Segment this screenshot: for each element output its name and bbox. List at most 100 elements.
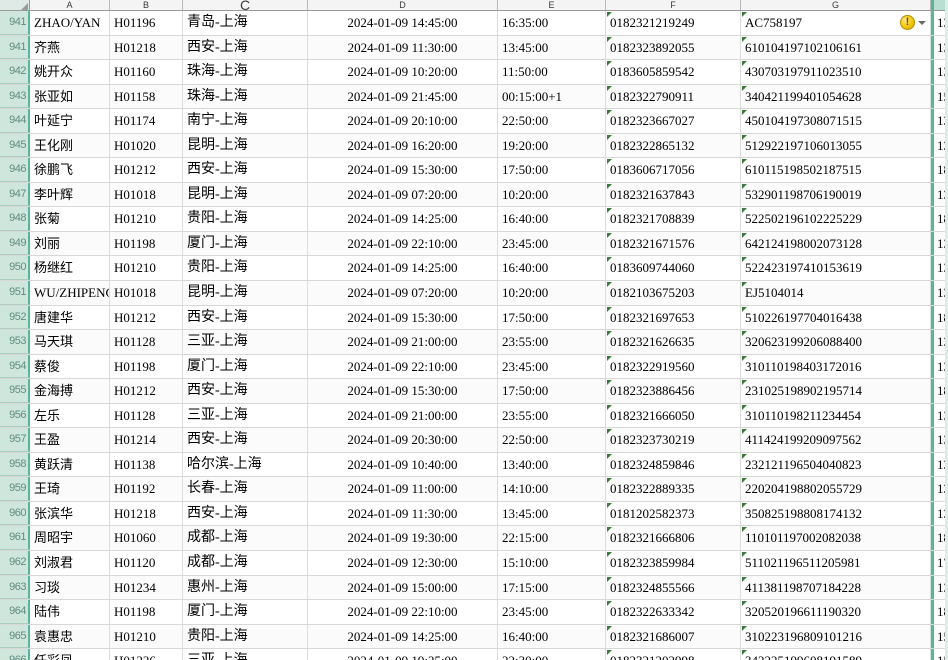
cell-phone[interactable]: 13818390: [931, 354, 948, 379]
cell-arrival-time[interactable]: 22:50:00: [498, 428, 606, 452]
cell-route[interactable]: 贵阳-上海: [183, 207, 308, 231]
cell-phone[interactable]: 13572958: [931, 35, 948, 60]
cell-arrival-time[interactable]: 22:15:00: [498, 526, 606, 551]
cell-flight-no[interactable]: H01212: [110, 305, 183, 330]
cell-id-number[interactable]: 411381198707184228: [741, 575, 931, 600]
error-warning-group[interactable]: !: [900, 15, 926, 30]
cell-departure-datetime[interactable]: 2024-01-09 14:25:00: [308, 256, 498, 281]
cell-ticket-no[interactable]: 0181202582373: [606, 501, 741, 526]
cell-route[interactable]: 厦门-上海: [183, 354, 308, 379]
cell-ticket-no[interactable]: 0182321671576: [606, 231, 741, 256]
cell-route[interactable]: 南宁-上海: [183, 109, 308, 133]
cell-departure-datetime[interactable]: 2024-01-09 07:20:00: [308, 281, 498, 305]
table-row[interactable]: 946 徐鹏飞 H01212 西安-上海 2024-01-09 15:30:00 17:5…: [0, 158, 948, 183]
cell-flight-no[interactable]: H01120: [110, 551, 183, 575]
cell-passenger-name[interactable]: 王化刚: [30, 133, 110, 158]
cell-route[interactable]: 珠海-上海: [183, 84, 308, 109]
cell-route[interactable]: 西安-上海: [183, 305, 308, 330]
cell-flight-no[interactable]: H01138: [110, 452, 183, 477]
table-row[interactable]: 944 叶延宁 H01174 南宁-上海 2024-01-09 20:10:00 22:5…: [0, 109, 948, 134]
row-number-header[interactable]: 945: [0, 133, 30, 158]
cell-arrival-time[interactable]: 17:50:00: [498, 379, 606, 403]
cell-arrival-time[interactable]: 11:50:00: [498, 60, 606, 84]
cell-ticket-no[interactable]: 0182321666806: [606, 526, 741, 551]
cell-departure-datetime[interactable]: 2024-01-09 15:00:00: [308, 575, 498, 600]
grid-body[interactable]: 941 ZHAO/YAN H01196 青岛-上海 2024-01-09 14:45:0…: [0, 11, 948, 660]
cell-flight-no[interactable]: H01212: [110, 379, 183, 403]
cell-passenger-name[interactable]: 王盈: [30, 428, 110, 452]
cell-phone[interactable]: 13459287: [931, 501, 948, 526]
column-header-e[interactable]: E: [498, 0, 606, 10]
cell-departure-datetime[interactable]: 2024-01-09 14:45:00: [308, 11, 498, 35]
cell-id-number[interactable]: 642124198002073128: [741, 231, 931, 256]
row-number-header[interactable]: 963: [0, 575, 30, 600]
cell-arrival-time[interactable]: 17:15:00: [498, 575, 606, 600]
table-row[interactable]: 951 WU/ZHIPENG H01018 昆明-上海 2024-01-09 07:20…: [0, 281, 948, 306]
row-number-header[interactable]: 962: [0, 551, 30, 575]
cell-route[interactable]: 三亚-上海: [183, 403, 308, 428]
table-row[interactable]: 948 张菊 H01210 贵阳-上海 2024-01-09 14:25:00 16:40…: [0, 207, 948, 232]
cell-departure-datetime[interactable]: 2024-01-09 22:10:00: [308, 231, 498, 256]
cell-ticket-no[interactable]: 0182324859846: [606, 452, 741, 477]
cell-flight-no[interactable]: H01214: [110, 428, 183, 452]
cell-phone[interactable]: 13885734: [931, 256, 948, 281]
cell-route[interactable]: 西安-上海: [183, 501, 308, 526]
select-all-corner[interactable]: [0, 0, 30, 10]
cell-arrival-time[interactable]: 17:50:00: [498, 158, 606, 182]
cell-departure-datetime[interactable]: 2024-01-09 20:30:00: [308, 428, 498, 452]
row-number-header[interactable]: 943: [0, 84, 30, 109]
cell-flight-no[interactable]: H01226: [110, 649, 183, 660]
cell-phone[interactable]: 18516971: [931, 526, 948, 551]
cell-departure-datetime[interactable]: 2024-01-09 16:20:00: [308, 133, 498, 158]
cell-id-number[interactable]: AC758197!: [741, 11, 931, 35]
cell-route[interactable]: 惠州-上海: [183, 575, 308, 600]
cell-id-number[interactable]: 110101197002082038: [741, 526, 931, 551]
table-row[interactable]: 961 周昭宇 H01060 成都-上海 2024-01-09 19:30:00 22:1…: [0, 526, 948, 552]
row-number-header[interactable]: 960: [0, 501, 30, 526]
cell-route[interactable]: 珠海-上海: [183, 60, 308, 84]
cell-ticket-no[interactable]: 0182322865132: [606, 133, 741, 158]
cell-departure-datetime[interactable]: 2024-01-09 21:45:00: [308, 84, 498, 109]
cell-route[interactable]: 三亚-上海: [183, 330, 308, 354]
cell-arrival-time[interactable]: 16:40:00: [498, 256, 606, 281]
cell-id-number[interactable]: 450104197308071515: [741, 109, 931, 133]
cell-passenger-name[interactable]: ZHAO/YAN: [30, 11, 110, 35]
table-row[interactable]: 960 张滨华 H01218 西安-上海 2024-01-09 11:30:00 13:4…: [0, 501, 948, 527]
cell-ticket-no[interactable]: 0182321708839: [606, 207, 741, 231]
row-number-header[interactable]: 965: [0, 624, 30, 649]
cell-id-number[interactable]: 411424199209097562: [741, 428, 931, 452]
cell-departure-datetime[interactable]: 2024-01-09 15:30:00: [308, 379, 498, 403]
cell-departure-datetime[interactable]: 2024-01-09 14:25:00: [308, 207, 498, 231]
error-warning-icon[interactable]: !: [900, 15, 915, 30]
cell-passenger-name[interactable]: 叶延宁: [30, 109, 110, 133]
table-row[interactable]: 956 左乐 H01128 三亚-上海 2024-01-09 21:00:00 23:55…: [0, 403, 948, 429]
cell-departure-datetime[interactable]: 2024-01-09 11:30:00: [308, 501, 498, 526]
table-row[interactable]: 965 袁惠忠 H01210 贵阳-上海 2024-01-09 14:25:00 16:4…: [0, 624, 948, 650]
cell-passenger-name[interactable]: 蔡俊: [30, 354, 110, 379]
cell-arrival-time[interactable]: 22:50:00: [498, 109, 606, 133]
table-row[interactable]: 943 张亚如 H01158 珠海-上海 2024-01-09 21:45:00 00:1…: [0, 84, 948, 110]
cell-id-number[interactable]: 342225199608191589: [741, 649, 931, 660]
row-number-header[interactable]: 949: [0, 231, 30, 256]
cell-route[interactable]: 昆明-上海: [183, 182, 308, 207]
cell-id-number[interactable]: 310110198211234454: [741, 403, 931, 428]
cell-phone[interactable]: 13846866: [931, 452, 948, 477]
cell-id-number[interactable]: 532901198706190019: [741, 182, 931, 207]
cell-passenger-name[interactable]: 刘丽: [30, 231, 110, 256]
cell-id-number[interactable]: 340421199401054628: [741, 84, 931, 109]
cell-ticket-no[interactable]: 0182323859984: [606, 551, 741, 575]
cell-phone[interactable]: 13862797: [931, 330, 948, 354]
cell-arrival-time[interactable]: 13:40:00: [498, 452, 606, 477]
cell-passenger-name[interactable]: 杨继红: [30, 256, 110, 281]
cell-ticket-no[interactable]: 0182321637843: [606, 182, 741, 207]
row-number-header[interactable]: 953: [0, 330, 30, 354]
cell-passenger-name[interactable]: 徐鹏飞: [30, 158, 110, 182]
cell-arrival-time[interactable]: 10:20:00: [498, 281, 606, 305]
row-number-header[interactable]: 959: [0, 477, 30, 501]
cell-ticket-no[interactable]: 0183605859542: [606, 60, 741, 84]
cell-arrival-time[interactable]: 23:55:00: [498, 403, 606, 428]
table-row[interactable]: 953 马天琪 H01128 三亚-上海 2024-01-09 21:00:00 23:5…: [0, 330, 948, 355]
table-row[interactable]: 957 王盈 H01214 西安-上海 2024-01-09 20:30:00 22:50…: [0, 428, 948, 453]
cell-flight-no[interactable]: H01128: [110, 330, 183, 354]
cell-ticket-no[interactable]: 0182322790911: [606, 84, 741, 109]
